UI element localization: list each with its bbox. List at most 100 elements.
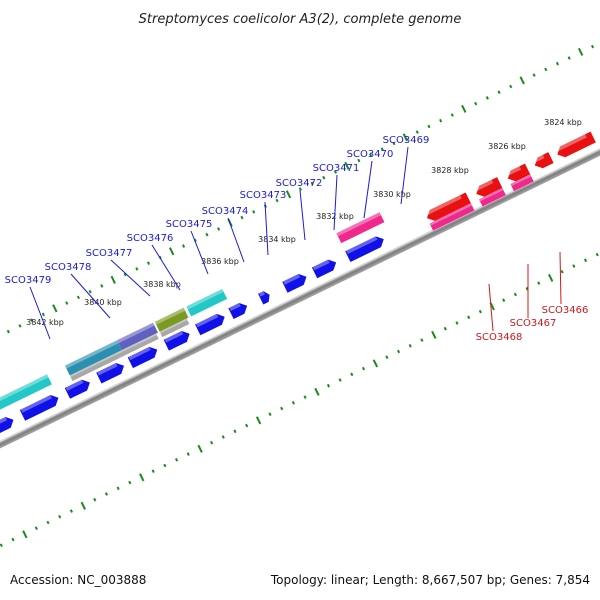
ruler-tick <box>135 267 139 271</box>
ruler-label: 3840 kbp <box>84 298 122 307</box>
gene-forward-4 <box>163 331 190 351</box>
gene-label-sco3470[interactable]: SCO3470 <box>347 149 394 160</box>
leader-sco3468 <box>488 283 494 332</box>
ruler-tick <box>123 272 127 277</box>
cds-feature-teal <box>65 340 122 376</box>
gene-forward-9 <box>311 259 337 279</box>
gene-forward-5 <box>195 313 225 336</box>
label-layer: 3824 kbp 3826 kbp 3828 kbp 3830 kbp 3832… <box>5 118 589 343</box>
ruler-tick <box>420 338 424 342</box>
cds-feature-olive-highlight <box>154 307 186 325</box>
ruler-tick <box>577 47 584 56</box>
ruler-tick <box>197 444 203 453</box>
ruler-tick <box>268 412 272 416</box>
accession-label: Accession: NC_003888 <box>10 573 146 587</box>
ruler-tick <box>519 76 525 85</box>
rna-feature-pink-highlight <box>429 203 472 226</box>
leader-sco3471 <box>333 174 338 231</box>
feature-tracks <box>0 131 596 474</box>
genome-summary: Topology: linear; Length: 8,667,507 bp; … <box>270 573 590 587</box>
leader-sco3477 <box>110 259 151 297</box>
gene-label-sco3474[interactable]: SCO3474 <box>202 206 249 217</box>
gene-label-sco3472[interactable]: SCO3472 <box>276 178 323 189</box>
cds-feature-grey-2 <box>159 318 190 338</box>
ruler-tick <box>344 161 350 170</box>
ruler-tick <box>544 67 548 72</box>
gene-label-sco3479[interactable]: SCO3479 <box>5 275 52 286</box>
ruler-tick <box>548 273 554 282</box>
ruler-tick <box>478 309 482 314</box>
ruler-tick <box>275 198 279 203</box>
ruler-tick <box>583 258 588 263</box>
ruler-tick <box>100 284 104 288</box>
gene-forward-3 <box>127 346 158 369</box>
ruler-tick <box>0 543 3 548</box>
ruler-label: 3824 kbp <box>544 118 582 127</box>
ruler-tick <box>76 295 80 300</box>
gene-reverse-0 <box>426 192 471 221</box>
rna-feature-pink-2-highlight <box>478 187 504 202</box>
ruler-tick <box>357 158 361 163</box>
ruler-label: 3828 kbp <box>431 166 469 175</box>
ruler-tick <box>537 281 541 285</box>
gene-reverse-3 <box>534 152 554 169</box>
gene-label-sco3466[interactable]: SCO3466 <box>542 305 589 316</box>
gene-reverse-2 <box>507 163 531 182</box>
gene-label-sco3467[interactable]: SCO3467 <box>510 318 557 329</box>
rna-feature-pink-3 <box>510 174 534 192</box>
gene-label-sco3478[interactable]: SCO3478 <box>45 262 92 273</box>
ruler-tick <box>186 452 190 456</box>
cds-feature-pink-highlight <box>336 212 382 237</box>
ruler-tick <box>443 326 447 331</box>
leader-sco3474 <box>227 217 245 263</box>
cds-feature-grey-2-highlight <box>159 318 188 334</box>
ruler-tick <box>146 261 151 265</box>
gene-leader-lines <box>29 146 409 340</box>
ruler-tick <box>450 113 454 117</box>
ruler-tick <box>210 440 214 445</box>
gene-forward-1-highlight <box>65 379 84 391</box>
gene-forward-10 <box>345 236 384 263</box>
gene-label-sco3477[interactable]: SCO3477 <box>86 248 133 259</box>
ruler-tick <box>93 497 97 502</box>
gene-label-sco3469[interactable]: SCO3469 <box>383 135 430 146</box>
gene-leader-lines-reverse <box>488 251 562 332</box>
ruler-label: 3842 kbp <box>26 318 64 327</box>
gene-label-sco3473[interactable]: SCO3473 <box>240 190 287 201</box>
ruler-tick <box>255 416 262 425</box>
gene-label-sco3471[interactable]: SCO3471 <box>313 163 360 174</box>
ruler-label: 3834 kbp <box>258 235 296 244</box>
ruler-tick <box>310 181 314 186</box>
cds-feature-olive <box>154 307 189 332</box>
ruler-label: 3826 kbp <box>488 142 526 151</box>
ruler-tick <box>291 401 295 405</box>
cds-feature-cyan <box>0 374 52 429</box>
cds-feature-cyan-2-highlight <box>186 288 224 310</box>
gene-label-sco3476[interactable]: SCO3476 <box>127 233 174 244</box>
ruler-tick <box>104 492 109 496</box>
gene-forward-0 <box>19 395 59 421</box>
ruler-tick <box>485 96 489 100</box>
gene-label-sco3475[interactable]: SCO3475 <box>166 219 213 230</box>
ruler-tick <box>30 318 34 322</box>
gene-forward-4-highlight <box>164 331 184 343</box>
ruler-tick <box>502 298 506 303</box>
leader-sco3466 <box>559 251 562 305</box>
ruler-tick <box>385 355 389 359</box>
ruler-tick <box>350 372 354 377</box>
ruler-tick <box>280 406 284 411</box>
gene-label-sco3468[interactable]: SCO3468 <box>476 332 523 343</box>
ruler-tick <box>314 387 320 396</box>
cds-feature-grey-highlight <box>69 333 157 378</box>
gene-forward-0-highlight <box>20 395 52 413</box>
ruler-tick <box>110 275 116 284</box>
cds-feature-purple <box>117 322 158 351</box>
leader-sco3479 <box>29 286 51 340</box>
ruler-tick <box>572 264 576 268</box>
ruler-tick <box>69 509 73 513</box>
ruler-tick <box>233 429 237 434</box>
ruler-tick <box>380 147 384 151</box>
ruler-tick <box>396 349 401 354</box>
rna-feature-pink-3-highlight <box>510 174 532 187</box>
gene-forward-9-highlight <box>312 259 330 271</box>
